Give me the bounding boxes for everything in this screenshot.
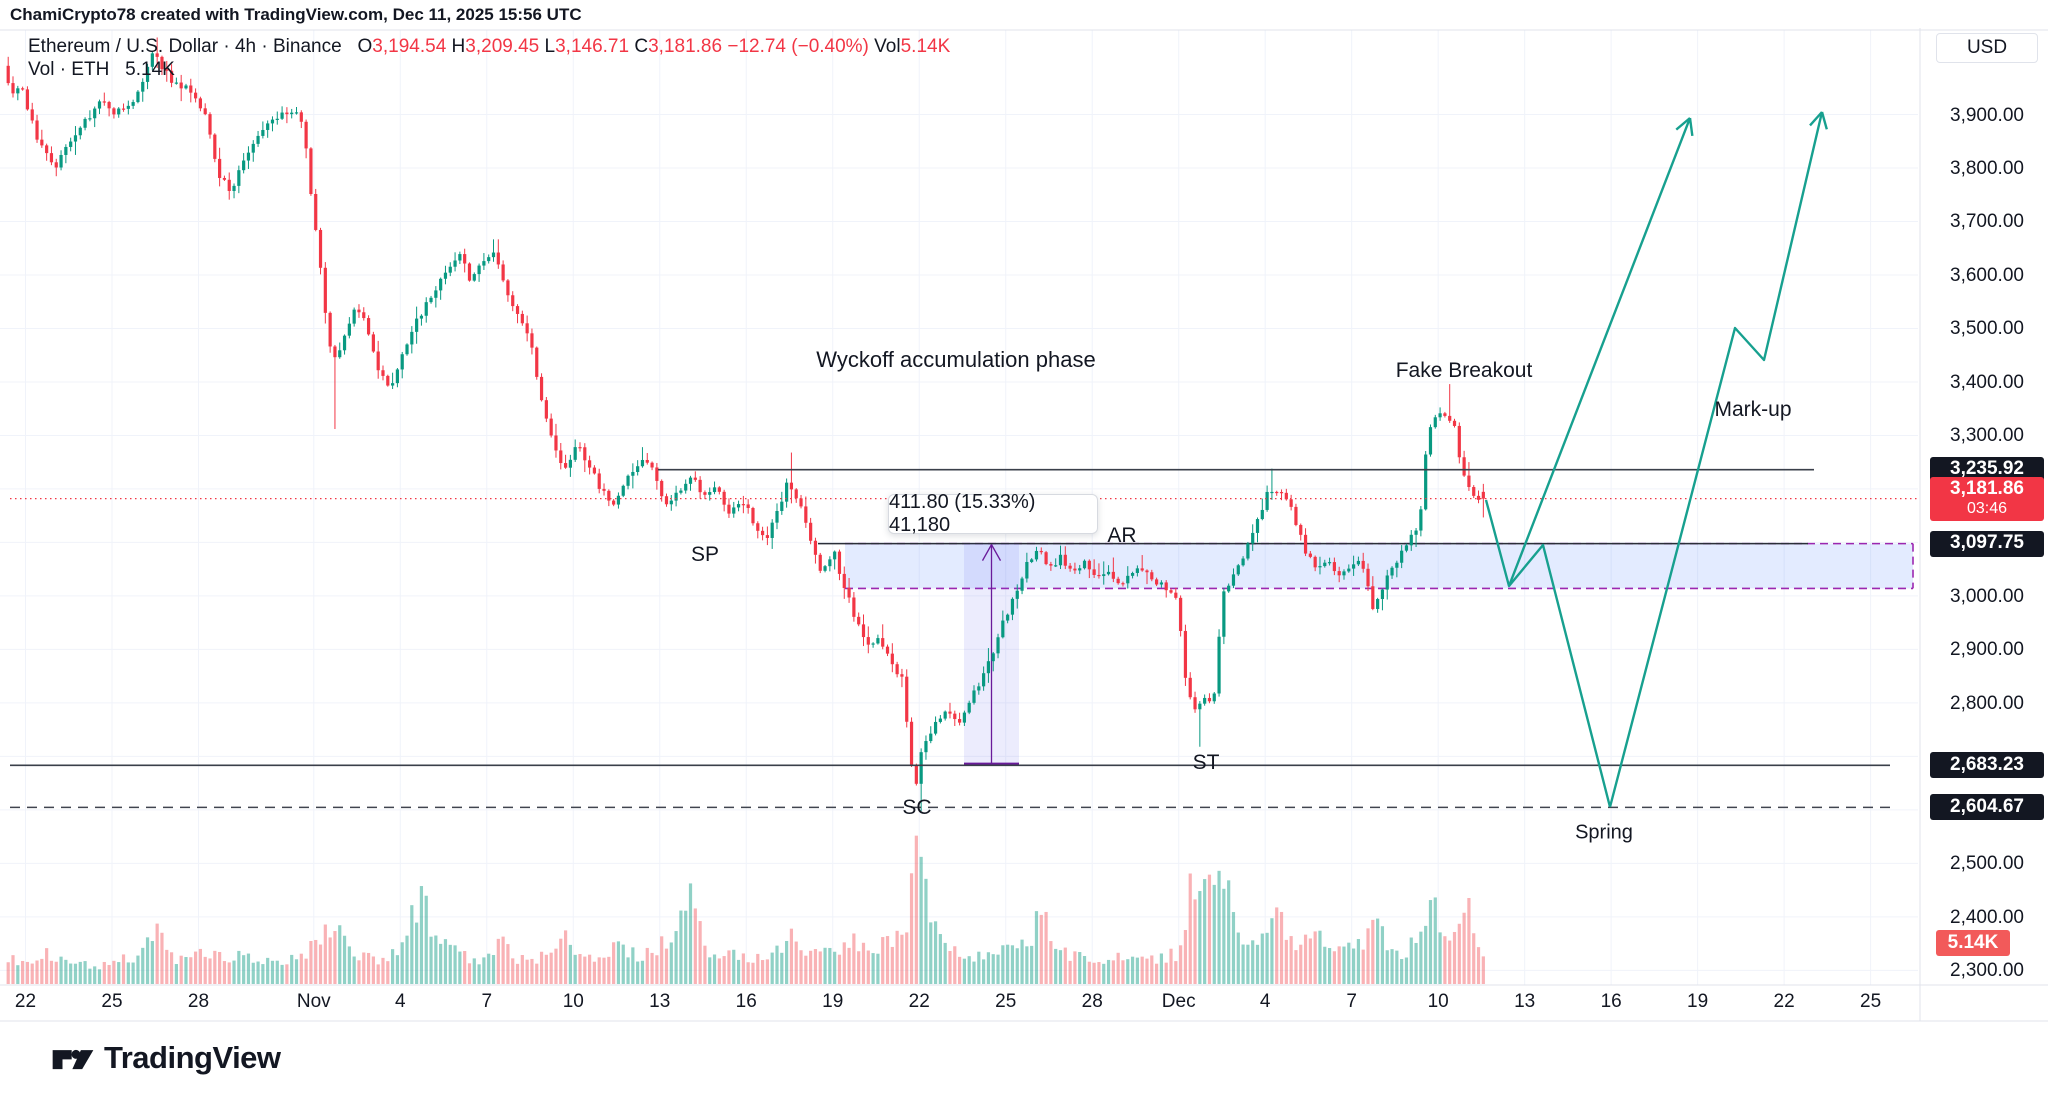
time-axis-label: 10 (1427, 991, 1449, 1012)
attribution-text: ChamiCrypto78 created with TradingView.c… (10, 5, 582, 24)
time-axis-label: 7 (481, 991, 493, 1012)
price-axis-label: 2,800.00 (1950, 692, 2024, 714)
annotation-ar[interactable]: AR (1107, 524, 1137, 547)
time-axis-label: 28 (187, 991, 210, 1012)
volume-legend[interactable]: Vol · ETH 5.14K (28, 59, 175, 81)
time-axis-label: 16 (1600, 991, 1622, 1012)
open-value: 3,194.54 (372, 36, 447, 57)
price-axis-label: 2,300.00 (1950, 960, 2024, 982)
annotation-sp[interactable]: SP (690, 543, 720, 566)
price-axis-label: 3,800.00 (1950, 157, 2024, 179)
price-badge-level-2683: 2,683.23 (1930, 752, 2044, 779)
measure-tooltip-text: 411.80 (15.33%) 41,180 (889, 491, 1036, 536)
time-axis-label: 10 (562, 991, 584, 1012)
time-axis-label: 13 (649, 991, 671, 1012)
time-axis-label: 22 (1773, 991, 1795, 1012)
currency-toggle-button[interactable]: USD (1936, 33, 2038, 63)
tradingview-logo-text: TradingView (104, 1040, 281, 1075)
time-axis-label: 7 (1346, 991, 1357, 1012)
price-axis-label: 3,300.00 (1950, 425, 2024, 447)
low-value: 3,146.71 (555, 36, 630, 57)
volume-axis-badge: 5.14K (1936, 930, 2010, 956)
price-axis-label: 3,000.00 (1950, 585, 2024, 607)
time-axis-label: 19 (1687, 991, 1709, 1012)
time-axis-label: 19 (822, 991, 844, 1012)
time-axis-label: 4 (394, 991, 406, 1012)
price-badge-last-price: 3,181.86 03:46 (1930, 476, 2044, 521)
price-badge-level-3097: 3,097.75 (1930, 530, 2044, 557)
volume-study-value: 5.14K (125, 59, 175, 80)
price-badge-level-2604: 2,604.67 (1930, 794, 2044, 821)
annotation-wyckoff[interactable]: Wyckoff accumulation phase (816, 347, 1096, 372)
volume-study-label: Vol · ETH (28, 59, 110, 80)
high-value: 3,209.45 (465, 36, 540, 57)
annotation-sc[interactable]: SC (902, 796, 932, 819)
tradingview-logo-icon (52, 1049, 94, 1070)
time-axis-label: 22 (14, 991, 37, 1012)
price-axis-label: 2,500.00 (1950, 853, 2024, 875)
price-axis-label: 3,600.00 (1950, 264, 2024, 286)
time-axis-label: 25 (101, 991, 123, 1012)
time-axis-label: 13 (1514, 991, 1536, 1012)
high-label: H (451, 36, 466, 57)
price-axis-label: 3,400.00 (1950, 371, 2024, 393)
time-axis-label: Nov (296, 991, 331, 1012)
annotation-mark-up[interactable]: Mark-up (1714, 398, 1792, 421)
price-axis-label: 2,400.00 (1950, 906, 2024, 928)
exchange-label: Binance (273, 36, 342, 57)
price-axis-label: 3,900.00 (1950, 104, 2024, 126)
volume-value: 5.14K (900, 36, 951, 57)
measure-tooltip: 411.80 (15.33%) 41,180 (888, 491, 1098, 536)
price-axis-label: 3,500.00 (1950, 318, 2024, 340)
change-value: −12.74 (−0.40%) (727, 36, 869, 57)
symbol-name[interactable]: Ethereum / U.S. Dollar (28, 36, 219, 57)
volume-label: Vol (874, 36, 901, 57)
time-axis-label: 28 (1081, 991, 1103, 1012)
time-axis-label: 16 (735, 991, 757, 1012)
time-axis-label: Dec (1161, 991, 1196, 1012)
close-value: 3,181.86 (648, 36, 723, 57)
tradingview-logo[interactable]: TradingView (52, 1040, 281, 1076)
symbol-legend[interactable]: Ethereum / U.S. Dollar · 4h · Binance O3… (28, 36, 951, 57)
price-axis-label: 3,700.00 (1950, 211, 2024, 233)
low-label: L (544, 36, 556, 57)
annotation-st[interactable]: ST (1192, 751, 1220, 774)
time-axis-label: 22 (908, 991, 930, 1012)
time-axis-label: 4 (1259, 991, 1271, 1012)
open-label: O (357, 36, 373, 57)
annotation-spring[interactable]: Spring (1575, 821, 1633, 844)
price-axis-label: 2,900.00 (1950, 639, 2024, 661)
close-label: C (634, 36, 649, 57)
interval-label[interactable]: 4h (234, 36, 257, 57)
time-axis-label: 25 (1860, 991, 1882, 1012)
annotation-fake-breakout[interactable]: Fake Breakout (1395, 359, 1533, 382)
time-axis-label: 25 (995, 991, 1017, 1012)
